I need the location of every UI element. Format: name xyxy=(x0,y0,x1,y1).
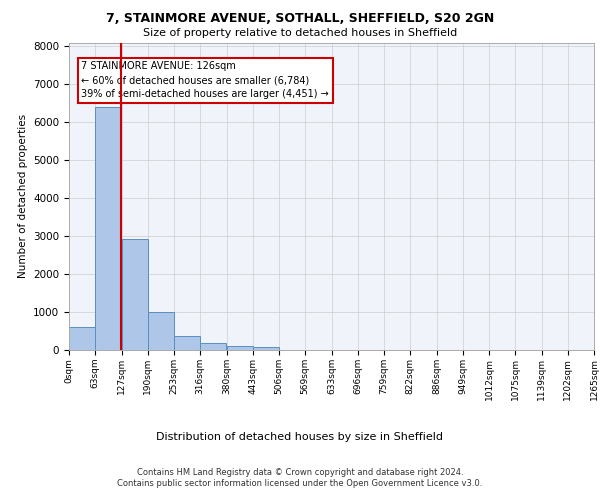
Bar xyxy=(227,346,253,350)
Bar xyxy=(148,312,174,350)
Text: 7 STAINMORE AVENUE: 126sqm
← 60% of detached houses are smaller (6,784)
39% of s: 7 STAINMORE AVENUE: 126sqm ← 60% of deta… xyxy=(82,62,329,100)
Bar xyxy=(253,346,279,350)
Text: Contains HM Land Registry data © Crown copyright and database right 2024.
Contai: Contains HM Land Registry data © Crown c… xyxy=(118,468,482,487)
Bar xyxy=(95,107,121,350)
Text: Size of property relative to detached houses in Sheffield: Size of property relative to detached ho… xyxy=(143,28,457,38)
Bar xyxy=(122,239,148,350)
Y-axis label: Number of detached properties: Number of detached properties xyxy=(17,114,28,278)
Text: Distribution of detached houses by size in Sheffield: Distribution of detached houses by size … xyxy=(157,432,443,442)
Bar xyxy=(174,336,200,350)
Bar xyxy=(200,344,226,350)
Bar xyxy=(69,327,95,350)
Text: 7, STAINMORE AVENUE, SOTHALL, SHEFFIELD, S20 2GN: 7, STAINMORE AVENUE, SOTHALL, SHEFFIELD,… xyxy=(106,12,494,26)
